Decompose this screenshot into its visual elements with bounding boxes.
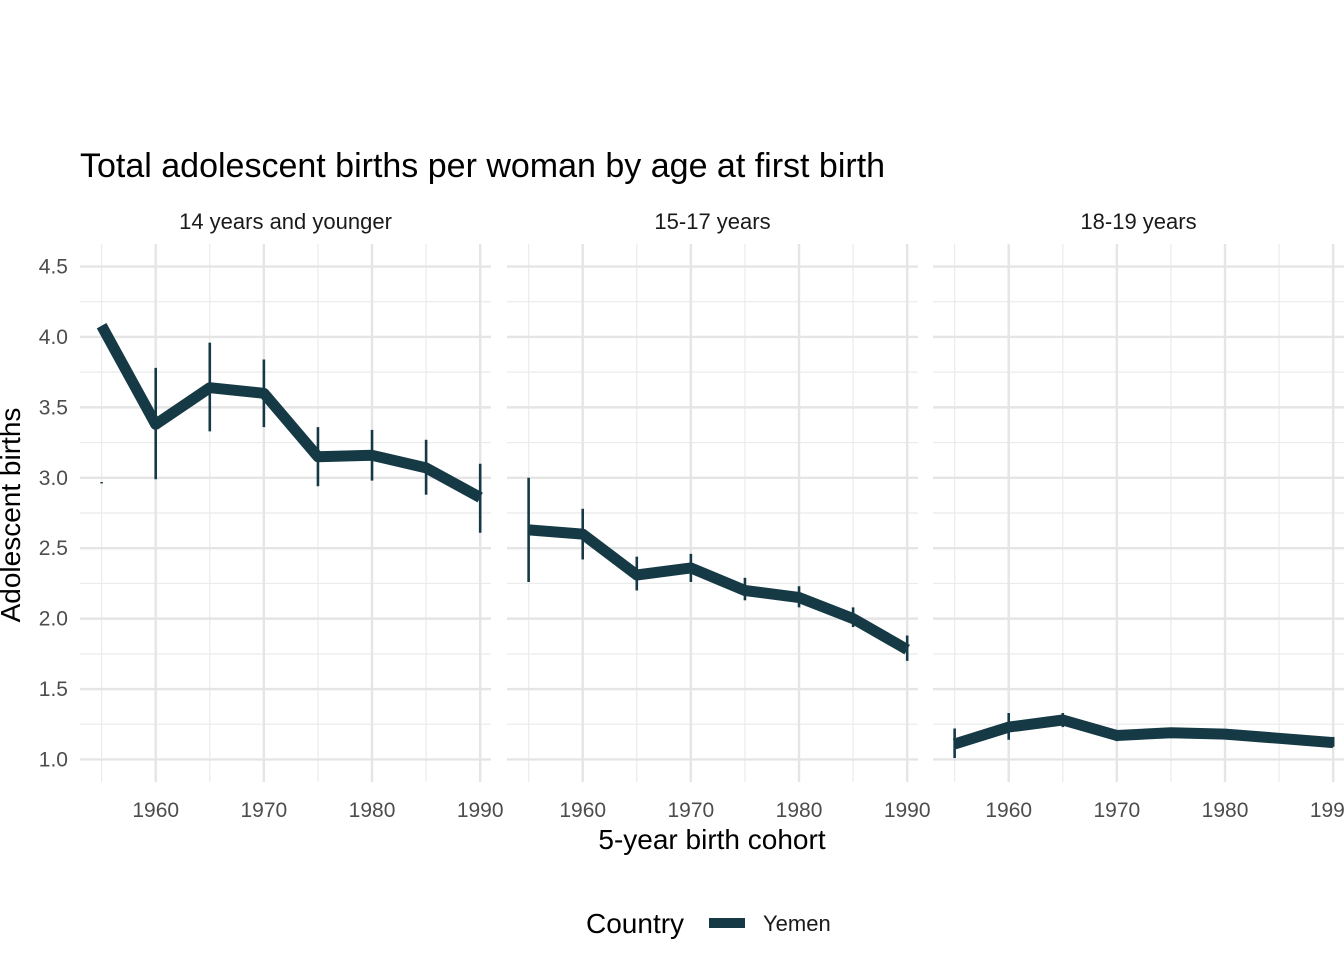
x-tick-label: 1990 [1310,799,1344,822]
legend-label-yemen: Yemen [763,911,831,936]
x-tick-label: 1990 [457,799,504,822]
y-axis-ticks: 1.0 1.5 2.0 2.5 3.0 3.5 4.0 4.5 [39,256,68,772]
facet-label-3: 18-19 years [1080,209,1196,234]
y-tick-label: 2.0 [39,608,68,631]
legend: Country Yemen [586,908,831,939]
x-tick-label: 1960 [559,799,606,822]
y-tick-label: 1.5 [39,678,68,701]
y-tick-label: 2.5 [39,537,68,560]
x-tick-label: 1980 [1202,799,1249,822]
x-tick-label: 1970 [1094,799,1141,822]
y-tick-label: 4.5 [39,256,68,279]
x-tick-label: 1990 [884,799,931,822]
series-line-yemen [96,323,483,503]
panel-1: 14 years and younger 1960 1970 1980 1990 [80,209,504,822]
x-tick-label: 1960 [985,799,1032,822]
y-axis-title: Adolescent births [0,408,26,623]
facet-label-1: 14 years and younger [179,209,392,234]
y-tick-label: 3.0 [39,467,68,490]
facet-label-2: 15-17 years [654,209,770,234]
x-tick-label: 1980 [776,799,823,822]
y-tick-label: 4.0 [39,326,68,349]
x-tick-label: 1970 [668,799,715,822]
y-tick-label: 3.5 [39,396,68,419]
series-line-yemen [952,714,1334,750]
x-tick-label: 1970 [241,799,288,822]
chart-title: Total adolescent births per woman by age… [80,147,885,185]
panel-2: 15-17 years 1960 1970 1980 1990 [507,209,931,822]
x-axis-title: 5-year birth cohort [598,824,825,855]
legend-title: Country [586,908,684,939]
x-tick-label: 1960 [132,799,179,822]
x-tick-label: 1980 [349,799,396,822]
series-line-yemen [528,524,910,655]
panel-3: 18-19 years 1960 1970 1980 1990 [933,209,1344,822]
y-tick-label: 1.0 [39,748,68,771]
